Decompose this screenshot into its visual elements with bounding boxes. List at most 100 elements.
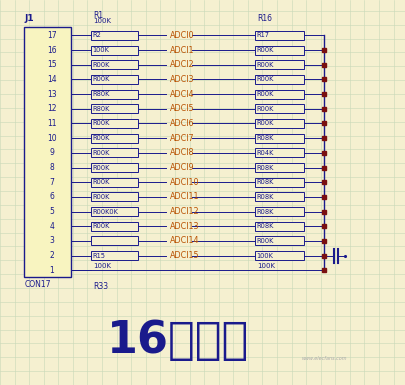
Text: 5: 5 [49,207,54,216]
Text: 2: 2 [49,251,54,260]
FancyBboxPatch shape [91,60,138,69]
Text: ADCI9: ADCI9 [170,163,195,172]
Text: ADCI0: ADCI0 [170,31,194,40]
Text: 7: 7 [49,178,54,187]
Text: 14: 14 [47,75,56,84]
Text: R00K: R00K [93,223,110,229]
Text: R80K: R80K [93,91,110,97]
Text: R00K: R00K [93,194,110,200]
FancyBboxPatch shape [255,251,304,260]
Text: ADCI1: ADCI1 [170,45,194,55]
Text: R00K: R00K [93,135,110,141]
Text: 3: 3 [49,236,54,245]
FancyBboxPatch shape [91,222,138,231]
Text: 6: 6 [49,192,54,201]
FancyBboxPatch shape [255,31,304,40]
Text: 8: 8 [49,163,54,172]
Text: ADCI7: ADCI7 [170,134,195,143]
FancyBboxPatch shape [91,207,138,216]
Text: R08K: R08K [257,194,274,200]
Text: 10: 10 [47,134,56,143]
Text: ADCI11: ADCI11 [170,192,200,201]
Text: R08K: R08K [257,179,274,185]
Text: R15: R15 [93,253,106,259]
Text: R33: R33 [93,282,108,291]
Text: 16路接口: 16路接口 [107,319,249,362]
Text: 16: 16 [47,45,56,55]
Text: J1: J1 [24,14,34,23]
Text: R00K: R00K [93,179,110,185]
Text: ADCI6: ADCI6 [170,119,194,128]
FancyBboxPatch shape [91,90,138,99]
Text: 12: 12 [47,104,56,113]
FancyBboxPatch shape [91,104,138,113]
Text: 100K: 100K [93,47,110,53]
Text: 13: 13 [47,90,56,99]
Text: R08K: R08K [257,209,274,214]
Text: 1: 1 [49,266,54,275]
FancyBboxPatch shape [91,148,138,157]
FancyBboxPatch shape [255,236,304,246]
FancyBboxPatch shape [255,104,304,113]
Text: R08K: R08K [257,135,274,141]
Text: ADCI8: ADCI8 [170,148,194,157]
Text: R1: R1 [93,12,103,20]
FancyBboxPatch shape [255,75,304,84]
FancyBboxPatch shape [91,45,138,55]
Text: R00K: R00K [93,164,110,171]
Text: R04K: R04K [257,150,274,156]
Text: R00K: R00K [93,150,110,156]
Text: ADCI12: ADCI12 [170,207,200,216]
Text: 4: 4 [49,222,54,231]
FancyBboxPatch shape [255,163,304,172]
Text: 100K: 100K [93,18,111,24]
Text: CON17: CON17 [24,280,51,289]
FancyBboxPatch shape [255,119,304,128]
Text: 9: 9 [49,148,54,157]
FancyBboxPatch shape [91,192,138,201]
Text: 100K: 100K [257,253,274,259]
FancyBboxPatch shape [91,177,138,187]
Text: 100K: 100K [93,263,111,270]
FancyBboxPatch shape [91,119,138,128]
Text: ADCI15: ADCI15 [170,251,200,260]
Text: R00K0K: R00K0K [93,209,119,214]
FancyBboxPatch shape [255,207,304,216]
FancyBboxPatch shape [91,251,138,260]
Text: www.elecfans.com: www.elecfans.com [301,356,347,360]
Text: 17: 17 [47,31,56,40]
Text: R00K: R00K [257,62,274,68]
Text: ADCI13: ADCI13 [170,222,200,231]
Text: R00K: R00K [257,121,274,127]
FancyBboxPatch shape [255,222,304,231]
Text: R08K: R08K [257,164,274,171]
FancyBboxPatch shape [255,148,304,157]
FancyBboxPatch shape [91,134,138,143]
Text: ADCI4: ADCI4 [170,90,194,99]
FancyBboxPatch shape [91,75,138,84]
Text: R00K: R00K [93,77,110,82]
Text: ADCI5: ADCI5 [170,104,195,113]
FancyBboxPatch shape [255,60,304,69]
Text: 100K: 100K [257,263,275,270]
Text: 15: 15 [47,60,56,69]
Text: R16: R16 [257,14,272,23]
FancyBboxPatch shape [24,27,71,277]
FancyBboxPatch shape [255,192,304,201]
Text: R00K: R00K [257,238,274,244]
Text: R17: R17 [257,32,270,38]
FancyBboxPatch shape [255,90,304,99]
Text: 11: 11 [47,119,56,128]
Text: R00K: R00K [93,62,110,68]
Text: R00K: R00K [257,47,274,53]
Text: R00K: R00K [257,106,274,112]
Text: R00K: R00K [257,77,274,82]
FancyBboxPatch shape [91,236,138,246]
FancyBboxPatch shape [255,45,304,55]
FancyBboxPatch shape [255,134,304,143]
Text: R08K: R08K [257,223,274,229]
Text: ADCI10: ADCI10 [170,178,200,187]
Text: ADCI14: ADCI14 [170,236,200,245]
Text: R00K: R00K [257,91,274,97]
Text: R00K: R00K [93,121,110,127]
